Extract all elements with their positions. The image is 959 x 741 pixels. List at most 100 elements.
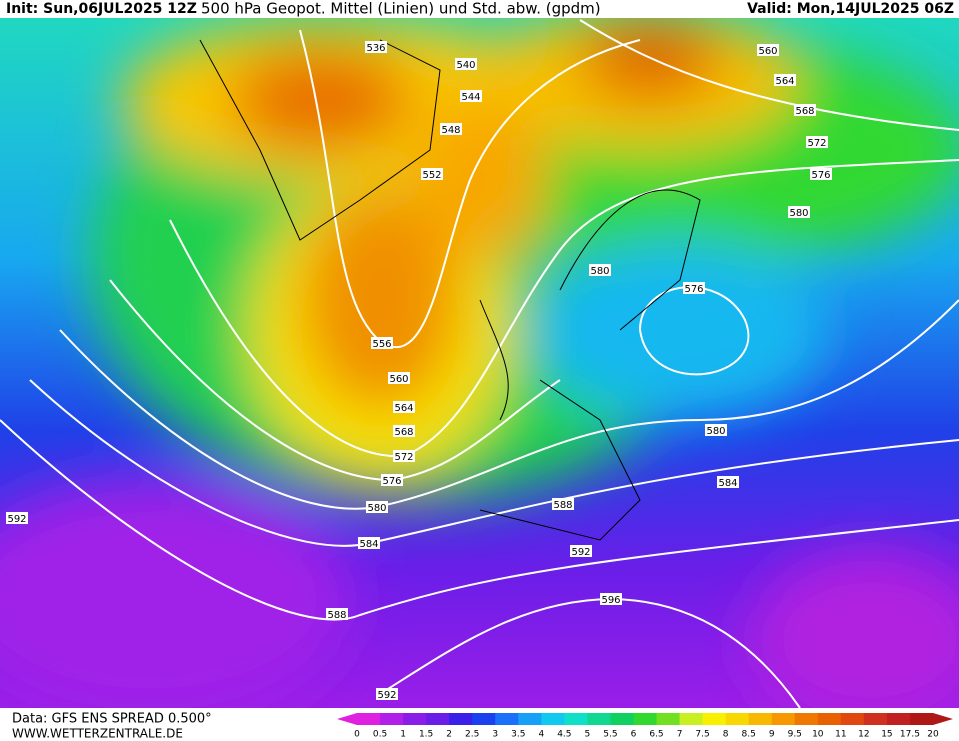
legend-swatch	[403, 713, 427, 725]
legend-swatch	[426, 713, 450, 725]
legend-label: 7	[677, 730, 683, 740]
contour-label-box	[421, 168, 443, 180]
color-legend: 0 0.5 1 1.5 2 2.5 3 3.5 4 4.5 5 5.5 6 6.5 7 7.5 8 8.5 9 9.5…	[337, 713, 953, 740]
map	[0, 18, 959, 708]
contour-label-box	[552, 498, 574, 510]
legend-label: 0.5	[373, 730, 387, 740]
contour-label-box	[371, 337, 393, 349]
legend-swatch	[472, 713, 496, 725]
legend-label: 11	[835, 730, 846, 740]
contour-label-box	[455, 58, 477, 70]
contour-label-box	[570, 545, 592, 557]
contour-label: 576	[684, 284, 703, 295]
legend-label: 20	[927, 730, 939, 740]
contour-label-box	[365, 41, 387, 53]
contour-label: 596	[601, 595, 620, 606]
data-source: Data: GFS ENS SPREAD 0.500°	[12, 712, 212, 727]
contour-label-box	[683, 282, 705, 294]
contour-label-box	[388, 372, 410, 384]
init-time: Init: Sun,06JUL2025 12Z	[6, 1, 197, 17]
legend-label: 8	[723, 730, 729, 740]
contour-label: 592	[571, 547, 590, 558]
contour-label-box	[810, 168, 832, 180]
website: WWW.WETTERZENTRALE.DE	[12, 727, 183, 741]
legend-label: 12	[858, 730, 869, 740]
legend-label: 15	[881, 730, 892, 740]
legend-swatch	[679, 713, 704, 725]
contour-label-box	[393, 425, 415, 437]
contour-label-box	[774, 74, 796, 86]
contour-label: 564	[394, 403, 413, 414]
contour-label: 584	[718, 478, 737, 489]
contour-label: 572	[394, 452, 413, 463]
contour-label: 592	[7, 514, 26, 525]
contour-label-box	[600, 593, 622, 605]
contour-label: 592	[377, 690, 396, 701]
legend-swatch	[587, 713, 611, 725]
valid-time: Valid: Mon,14JUL2025 06Z	[747, 1, 954, 17]
contour-label-box	[705, 424, 727, 436]
contour-label-box	[376, 688, 398, 700]
legend-label: 9	[769, 730, 775, 740]
contour-label: 580	[789, 208, 808, 219]
contour-label-box	[326, 608, 348, 620]
contour-label: 540	[456, 60, 475, 71]
contour-label: 536	[366, 43, 385, 54]
contour-label: 544	[461, 92, 480, 103]
legend-label: 3	[492, 730, 498, 740]
contour-label-box	[358, 537, 380, 549]
contour-label: 580	[367, 503, 386, 514]
legend-label: 1	[400, 730, 406, 740]
legend-arrow-right	[933, 713, 953, 725]
contour-label-box	[6, 512, 28, 524]
legend-swatch	[909, 713, 934, 725]
contour-label: 588	[553, 500, 572, 511]
contour-label: 568	[795, 106, 814, 117]
legend-swatch	[518, 713, 542, 725]
legend-label: 4.5	[557, 730, 571, 740]
legend-label: 2	[446, 730, 452, 740]
contour-label-box	[393, 450, 415, 462]
contour-label-box	[589, 264, 611, 276]
contour-label: 572	[807, 138, 826, 149]
legend-label: 5.5	[603, 730, 617, 740]
legend-label: 5	[585, 730, 591, 740]
legend-swatch	[380, 713, 404, 725]
legend-label: 8.5	[742, 730, 756, 740]
legend-swatch	[702, 713, 727, 725]
contour-label: 556	[372, 339, 391, 350]
contour-label-box	[393, 401, 415, 413]
legend-label: 4	[538, 730, 544, 740]
contour-label-box	[381, 474, 403, 486]
legend-swatch	[656, 713, 681, 725]
contour-label-box	[757, 44, 779, 56]
legend-swatch	[748, 713, 773, 725]
contour-label-box	[460, 90, 482, 102]
contour-label: 580	[590, 266, 609, 277]
legend-swatch	[886, 713, 911, 725]
contour-label-box	[806, 136, 828, 148]
contour-label: 552	[422, 170, 441, 181]
legend-swatch	[840, 713, 865, 725]
legend-swatch	[357, 713, 381, 725]
legend-label: 1.5	[419, 730, 433, 740]
contour-label-box	[788, 206, 810, 218]
legend-swatch	[564, 713, 588, 725]
contour-label: 584	[359, 539, 378, 550]
contour-label: 560	[758, 46, 777, 57]
contour-label: 576	[811, 170, 830, 181]
legend-label: 7.5	[695, 730, 709, 740]
contour-label: 580	[706, 426, 725, 437]
legend-swatch	[449, 713, 473, 725]
legend-swatch	[633, 713, 658, 725]
legend-label: 0	[354, 730, 360, 740]
contour-label: 568	[394, 427, 413, 438]
contour-label-box	[794, 104, 816, 116]
legend-arrow-left	[337, 713, 357, 725]
contour-label-box	[366, 501, 388, 513]
legend-label: 10	[812, 730, 824, 740]
legend-label: 9.5	[788, 730, 802, 740]
legend-swatch	[541, 713, 565, 725]
contour-label-box	[440, 123, 462, 135]
